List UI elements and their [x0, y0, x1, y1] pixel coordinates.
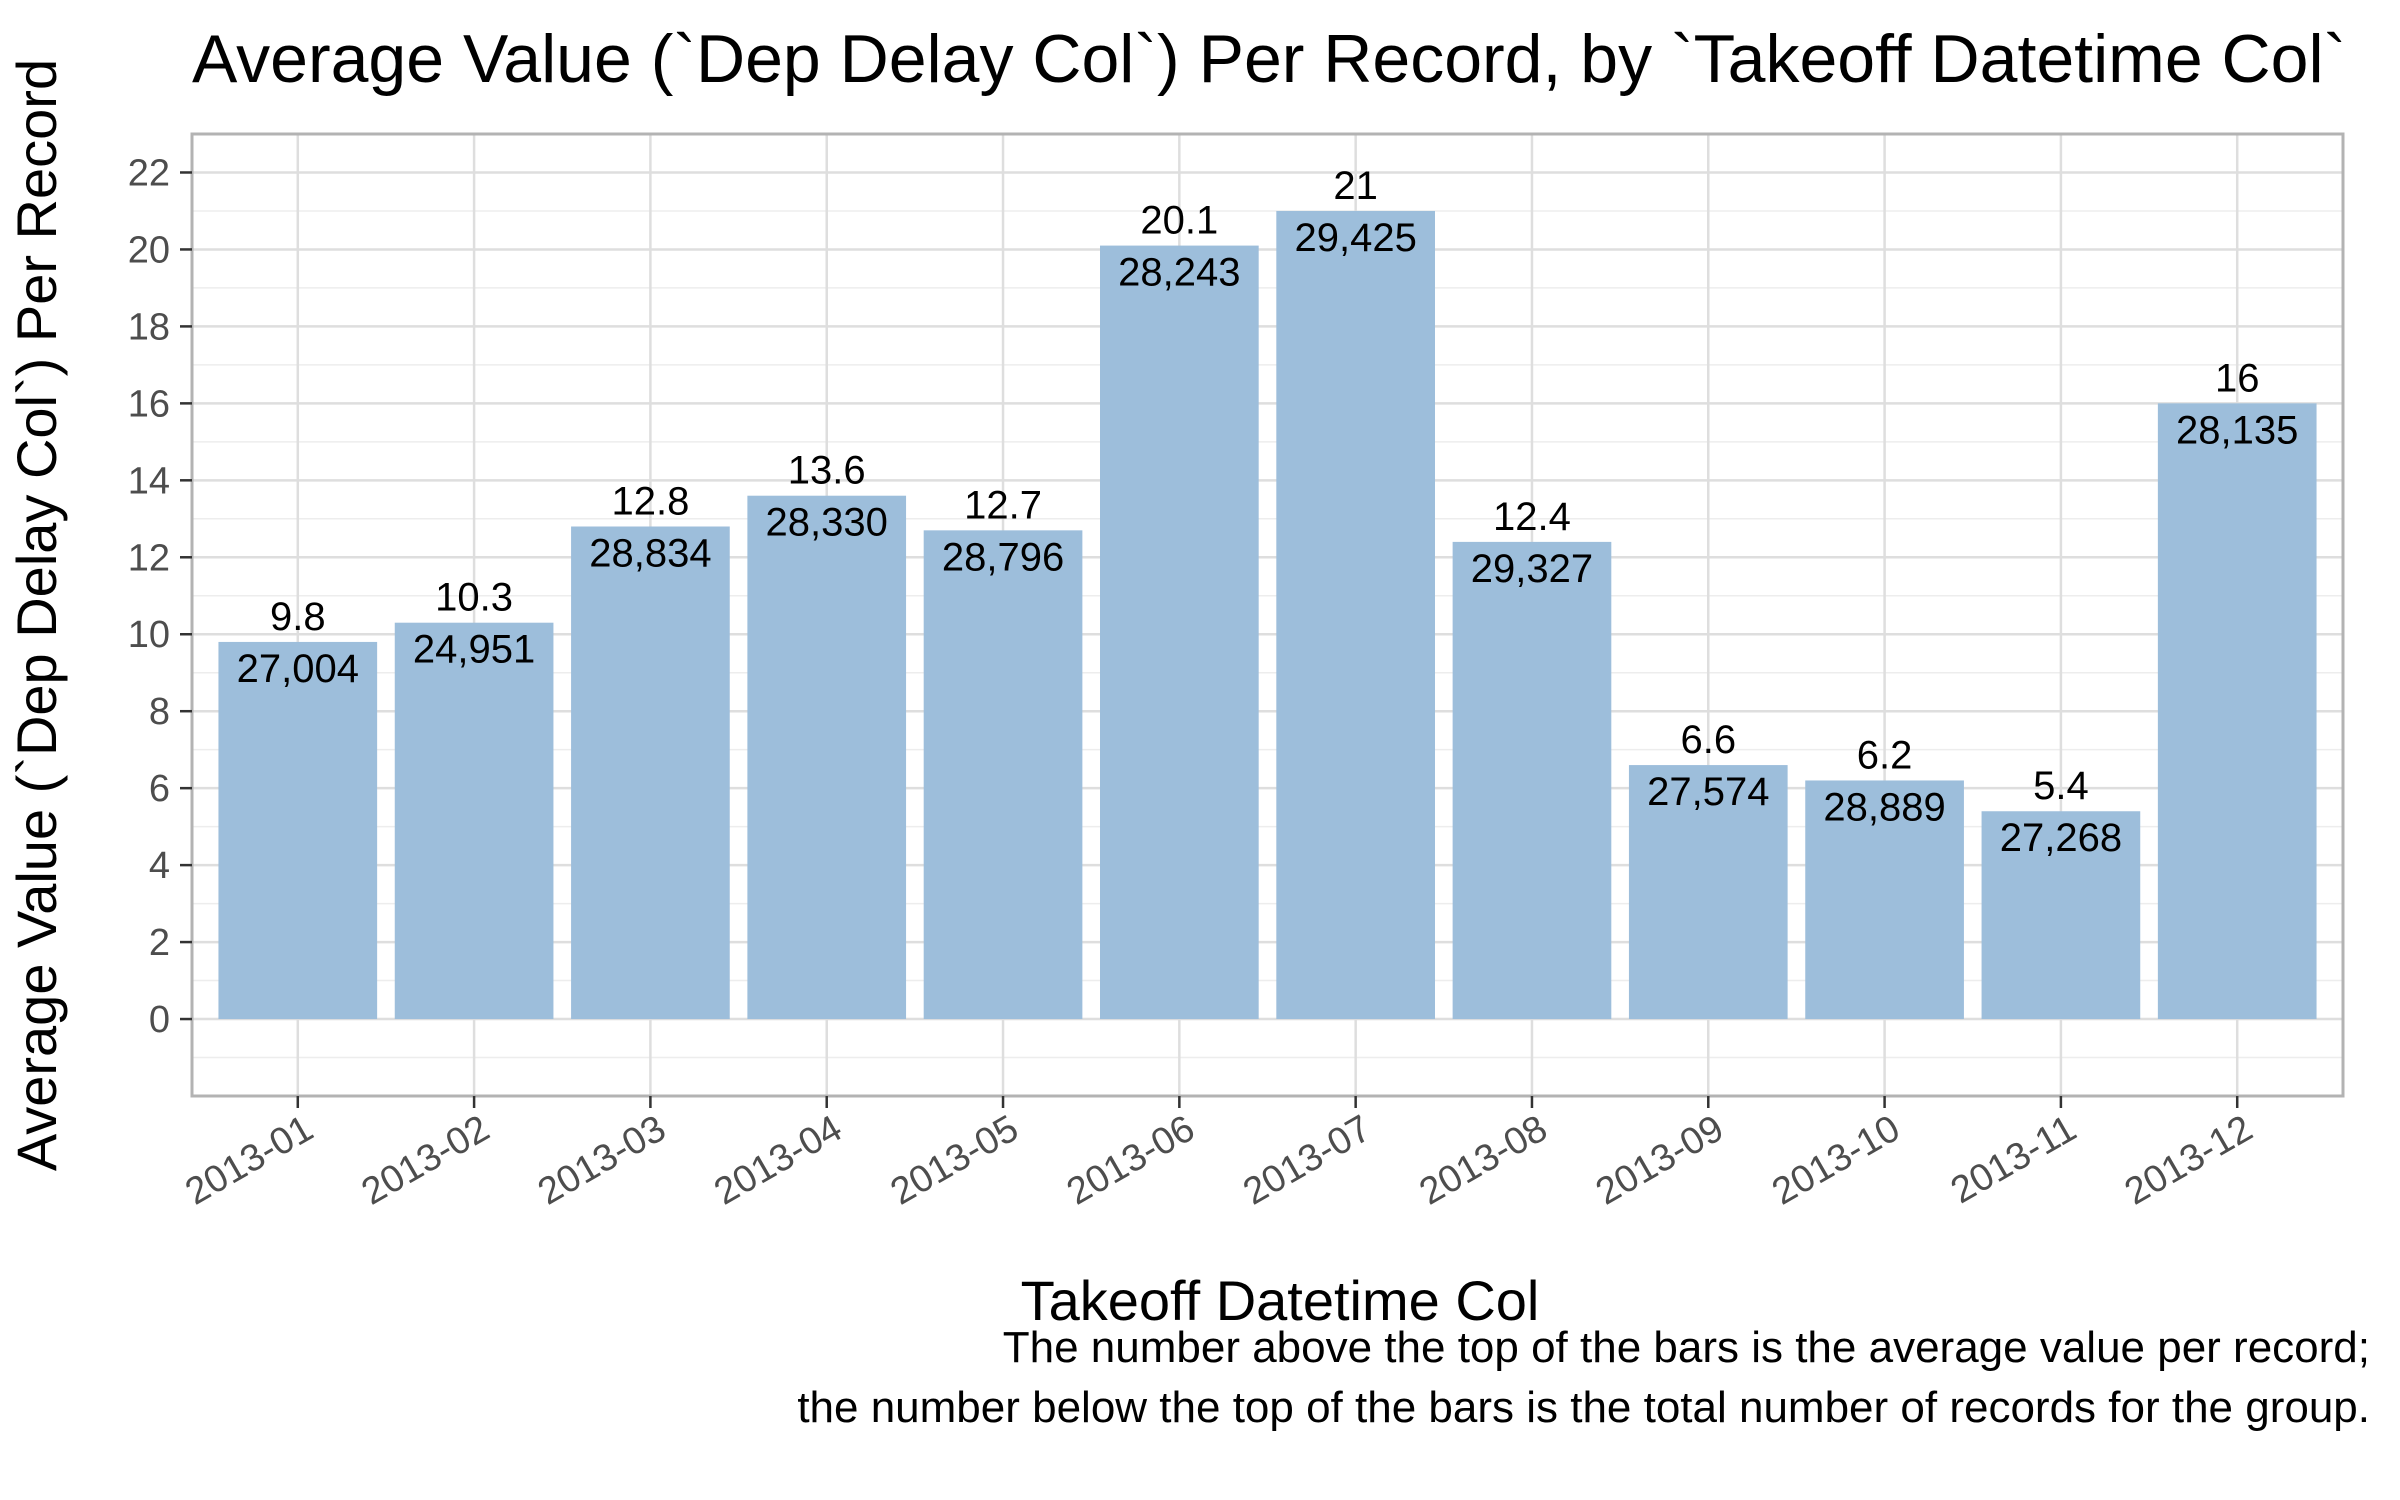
bar: [394, 622, 554, 1020]
bar-count-label: 28,135: [2176, 408, 2298, 452]
caption-line-2: the number below the top of the bars is …: [797, 1383, 2370, 1432]
bar-value-label: 20.1: [1140, 199, 1218, 243]
bar: [1628, 765, 1788, 1020]
y-tick-label: 20: [128, 229, 170, 271]
bar-value-label: 6.2: [1857, 733, 1913, 777]
plot-panel-border: [190, 132, 2345, 1098]
y-axis: 0 2 4 6 8 10 12 14 16 18 20 22: [128, 152, 192, 1041]
bar-count-label: 28,330: [766, 501, 888, 545]
bar: [923, 530, 1083, 1020]
bar: [1805, 780, 1964, 1020]
bar: [1452, 541, 1612, 1020]
bar-value-label: 16: [2215, 356, 2260, 400]
y-tick-label: 16: [128, 383, 170, 425]
y-tick-label: 12: [128, 537, 170, 579]
bar-value-label: 9.8: [270, 595, 326, 639]
bar: [1981, 811, 2141, 1020]
bar-value-label: 10.3: [435, 576, 513, 620]
bar-value-label: 21: [1333, 164, 1378, 208]
y-tick-label: 2: [149, 922, 170, 964]
bar: [1100, 245, 1259, 1020]
bar-value-label: 12.8: [611, 479, 689, 523]
bar-count-label: 28,889: [1823, 785, 1945, 829]
y-tick-label: 8: [149, 691, 170, 733]
bar: [571, 526, 730, 1020]
bar-value-label: 12.7: [964, 483, 1042, 527]
y-tick-label: 14: [128, 460, 170, 502]
bar: [1276, 210, 1435, 1020]
bar-count-label: 24,951: [413, 628, 535, 672]
bar-count-label: 28,834: [589, 531, 711, 575]
bar: [218, 641, 378, 1020]
caption-line-1: The number above the top of the bars is …: [1003, 1323, 2370, 1372]
y-tick-label: 22: [128, 152, 170, 194]
y-tick-label: 10: [128, 614, 170, 656]
bar-count-label: 29,327: [1471, 547, 1593, 591]
bar-value-label: 5.4: [2033, 764, 2089, 808]
y-tick-label: 0: [149, 999, 170, 1041]
bar-count-label: 28,243: [1118, 251, 1240, 295]
bar-count-label: 27,268: [2000, 816, 2122, 860]
bar-count-label: 29,425: [1294, 216, 1416, 260]
data-labels: 9.8 27,004 10.3 24,951 12.8 28,834 13.6 28,330 1…: [237, 164, 2299, 860]
bar: [747, 495, 907, 1020]
bar-value-label: 6.6: [1680, 718, 1736, 762]
bars: [218, 210, 2317, 1020]
bar-count-label: 27,574: [1647, 770, 1769, 814]
bar-count-label: 28,796: [942, 535, 1064, 579]
y-axis-title: Average Value (`Dep Delay Col`) Per Reco…: [5, 59, 68, 1171]
y-tick-label: 4: [149, 845, 170, 887]
bar-value-label: 12.4: [1493, 495, 1571, 539]
y-tick-label: 18: [128, 306, 170, 348]
bar-count-label: 27,004: [237, 647, 359, 691]
x-axis-title: Takeoff Datetime Col: [1021, 1269, 1540, 1332]
bar: [2157, 403, 2317, 1020]
bar-value-label: 13.6: [788, 449, 866, 493]
y-tick-label: 6: [149, 768, 170, 810]
chart-title: Average Value (`Dep Delay Col`) Per Reco…: [192, 21, 2346, 97]
